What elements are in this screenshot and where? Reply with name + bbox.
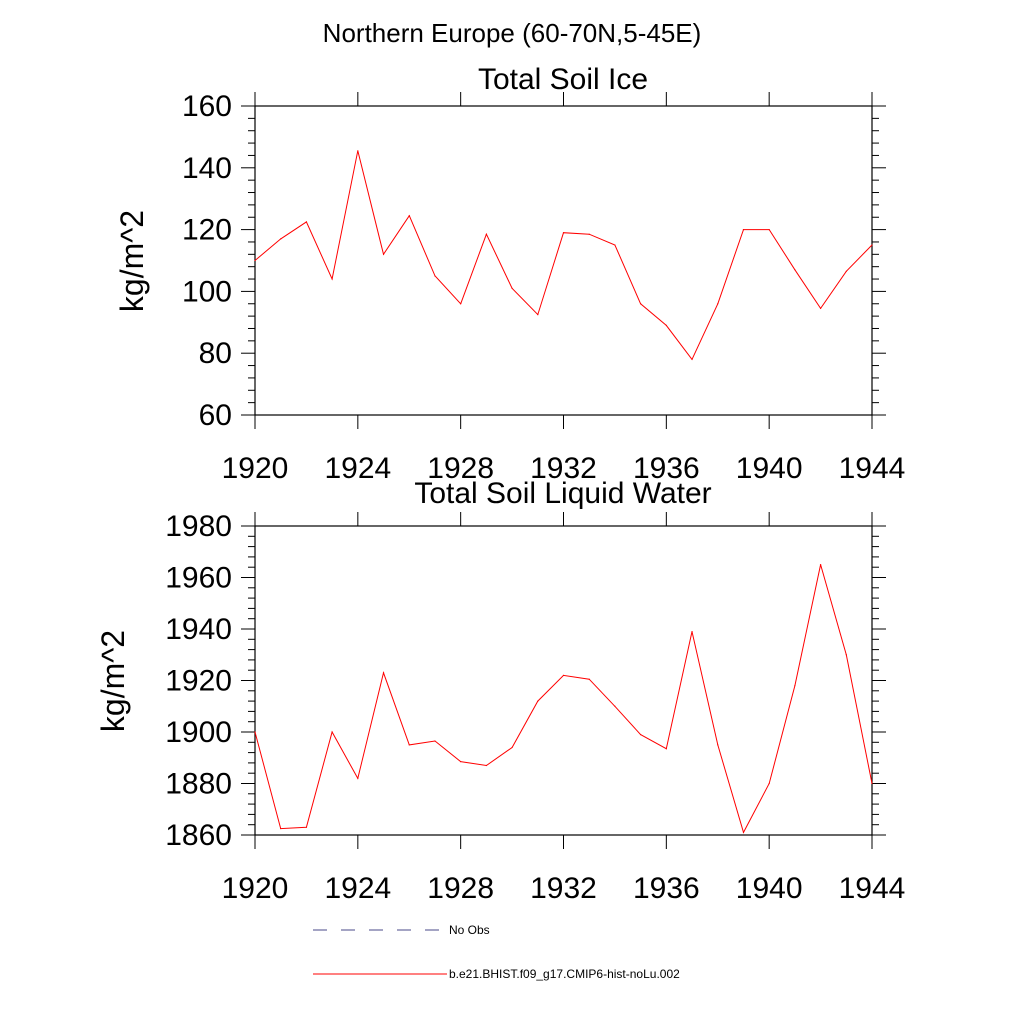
- y-tick-label: 1960: [165, 562, 232, 595]
- x-tick-label: 1928: [427, 452, 494, 485]
- x-tick-label: 1932: [530, 872, 597, 905]
- data-point: [280, 827, 282, 830]
- data-point: [717, 744, 719, 746]
- data-point: [665, 324, 667, 326]
- data-point: [871, 782, 873, 785]
- data-point: [280, 238, 282, 240]
- data-point: [845, 270, 847, 272]
- x-tick-label: 1928: [427, 872, 494, 905]
- data-point: [460, 761, 462, 763]
- data-point: [562, 232, 565, 234]
- data-point: [331, 731, 333, 733]
- data-point: [691, 358, 693, 360]
- data-point: [537, 313, 539, 316]
- panel-soil-liquid-water: Total Soil Liquid Water kg/m^2 1860 1880 1…: [95, 477, 905, 905]
- x-tick-label: 1944: [839, 872, 906, 905]
- data-point: [742, 229, 745, 231]
- x-tick-label: 1940: [736, 872, 803, 905]
- x-tick-label: 1936: [633, 872, 700, 905]
- series-line: [254, 150, 873, 361]
- panel-title: Total Soil Ice: [478, 63, 648, 96]
- y-tick-label: 80: [199, 337, 232, 370]
- data-point: [434, 275, 436, 277]
- series-line: [254, 564, 873, 834]
- x-tick-label: 1920: [222, 872, 289, 905]
- data-point: [640, 303, 642, 305]
- y-tick-label: 60: [199, 399, 232, 432]
- legend-label-no-obs: No Obs: [449, 923, 490, 937]
- data-point: [511, 746, 513, 749]
- x-tick-label: 1924: [324, 872, 391, 905]
- y-tick-label: 120: [182, 214, 232, 247]
- data-point: [460, 303, 462, 305]
- data-point: [305, 826, 308, 828]
- figure-title: Northern Europe (60-70N,5-45E): [323, 18, 702, 48]
- legend-label-model: b.e21.BHIST.f09_g17.CMIP6-hist-noLu.002: [449, 967, 680, 981]
- y-tick-label: 1900: [165, 716, 232, 749]
- data-point: [485, 764, 487, 767]
- data-point: [511, 287, 513, 289]
- data-point: [254, 259, 256, 262]
- x-tick-label: 1924: [324, 452, 391, 485]
- x-tick-label: 1920: [222, 452, 289, 485]
- data-point: [382, 672, 385, 674]
- data-point: [614, 705, 616, 707]
- data-point: [819, 564, 822, 566]
- x-tick-label: 1944: [839, 452, 906, 485]
- data-point: [871, 244, 873, 246]
- data-point: [640, 733, 642, 736]
- y-tick-label: 160: [182, 90, 232, 123]
- x-tick-label: 1940: [736, 452, 803, 485]
- data-point: [254, 731, 256, 733]
- data-point: [717, 303, 719, 305]
- y-tick-label: 1920: [165, 665, 232, 698]
- data-point: [408, 215, 410, 217]
- y-axis-label: kg/m^2: [95, 630, 131, 732]
- data-point: [742, 831, 745, 834]
- data-point: [357, 150, 359, 152]
- y-tick-label: 140: [182, 152, 232, 185]
- data-point: [665, 748, 667, 750]
- data-point: [537, 700, 539, 702]
- y-tick-label: 1940: [165, 613, 232, 646]
- legend: No Obs b.e21.BHIST.f09_g17.CMIP6-hist-no…: [313, 923, 680, 981]
- x-tick-label: 1932: [530, 452, 597, 485]
- y-tick-label: 1880: [165, 768, 232, 801]
- plot-frame: [254, 525, 873, 836]
- y-tick-label: 1860: [165, 819, 232, 852]
- y-axis-label: kg/m^2: [114, 210, 150, 312]
- y-tick-label: 100: [182, 275, 232, 308]
- data-point: [305, 221, 308, 223]
- data-point: [768, 229, 770, 231]
- panel-soil-ice: Total Soil Ice kg/m^2 60 80 100 120 140 160 19…: [114, 63, 905, 485]
- data-point: [845, 654, 847, 656]
- data-point: [588, 233, 590, 235]
- x-tick-label: 1936: [633, 452, 700, 485]
- data-point: [819, 307, 822, 309]
- data-point: [408, 744, 410, 746]
- data-point: [768, 782, 770, 785]
- data-point: [562, 674, 565, 676]
- data-point: [794, 685, 796, 687]
- data-point: [485, 233, 487, 235]
- panel-title: Total Soil Liquid Water: [414, 477, 711, 510]
- data-point: [357, 777, 359, 779]
- data-point: [691, 630, 693, 633]
- data-point: [331, 278, 333, 280]
- data-point: [614, 244, 616, 246]
- data-point: [434, 740, 436, 742]
- data-point: [382, 253, 385, 255]
- plot-frame: [254, 105, 873, 416]
- data-point: [588, 678, 590, 680]
- data-point: [794, 269, 796, 271]
- y-tick-label: 1980: [165, 510, 232, 543]
